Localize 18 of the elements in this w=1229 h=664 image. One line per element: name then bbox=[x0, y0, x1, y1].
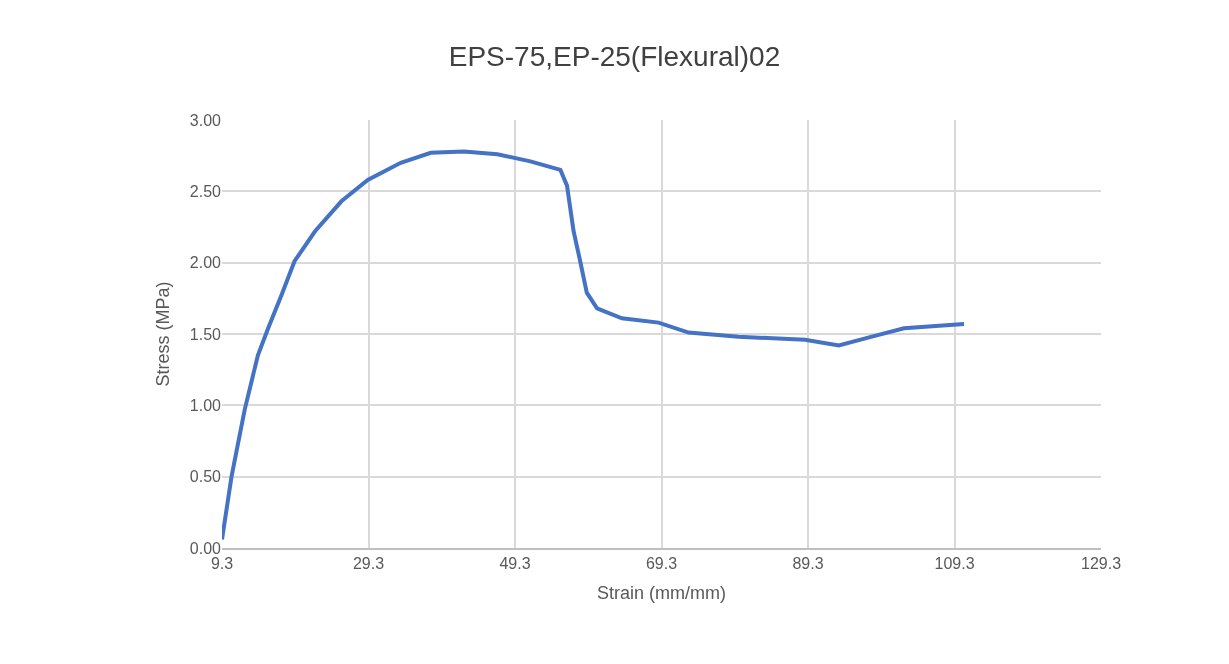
y-axis-title: Stress (MPa) bbox=[153, 281, 174, 387]
line-series bbox=[222, 149, 967, 542]
x-axis-title: Strain (mm/mm) bbox=[597, 582, 726, 603]
x-tick-label: 9.3 bbox=[210, 554, 234, 572]
y-tick-label: 1.00 bbox=[189, 396, 222, 414]
y-tick-label: 2.50 bbox=[189, 182, 222, 200]
y-tick-label: 0.50 bbox=[189, 468, 222, 486]
x-tick-label: 69.3 bbox=[645, 554, 678, 572]
chart-title: EPS-75,EP-25(Flexural)02 bbox=[448, 41, 781, 73]
x-tick-label: 89.3 bbox=[792, 554, 824, 572]
x-tick-label: 129.3 bbox=[1080, 554, 1122, 572]
x-tick-label: 49.3 bbox=[499, 554, 531, 572]
y-tick-label: 3.00 bbox=[189, 111, 222, 129]
x-tick-label: 109.3 bbox=[934, 554, 975, 572]
y-tick-label: 2.00 bbox=[189, 254, 222, 272]
x-tick-label: 29.3 bbox=[352, 554, 385, 572]
y-tick-label: 0.00 bbox=[189, 539, 222, 557]
y-tick-label: 1.50 bbox=[189, 325, 222, 343]
